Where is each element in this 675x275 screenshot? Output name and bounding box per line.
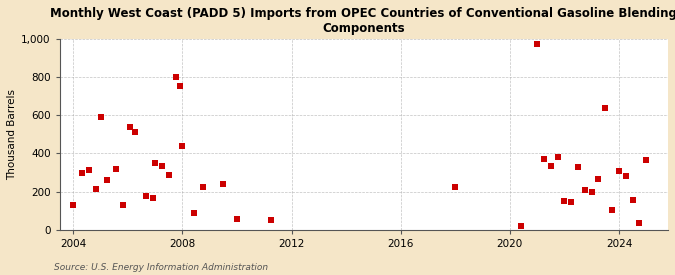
Point <box>111 166 122 171</box>
Point <box>266 218 277 222</box>
Point <box>614 168 624 173</box>
Point <box>572 164 583 169</box>
Point <box>545 164 556 168</box>
Point <box>566 200 576 204</box>
Point <box>587 189 597 194</box>
Point <box>627 198 638 202</box>
Point <box>450 185 460 189</box>
Point <box>218 182 229 186</box>
Point <box>84 167 95 172</box>
Point <box>600 105 611 110</box>
Point <box>559 199 570 203</box>
Point <box>77 170 88 175</box>
Point <box>163 173 174 178</box>
Point <box>593 177 604 182</box>
Point <box>634 221 645 225</box>
Y-axis label: Thousand Barrels: Thousand Barrels <box>7 89 17 180</box>
Point <box>579 188 590 192</box>
Point <box>90 186 101 191</box>
Point <box>125 125 136 129</box>
Point <box>620 174 631 178</box>
Point <box>148 196 159 200</box>
Point <box>641 158 651 162</box>
Title: Monthly West Coast (PADD 5) Imports from OPEC Countries of Conventional Gasoline: Monthly West Coast (PADD 5) Imports from… <box>51 7 675 35</box>
Point <box>198 185 209 189</box>
Point <box>532 42 543 46</box>
Point <box>552 155 563 160</box>
Point <box>170 75 181 79</box>
Point <box>150 161 161 165</box>
Point <box>157 164 167 168</box>
Point <box>516 224 526 228</box>
Text: Source: U.S. Energy Information Administration: Source: U.S. Energy Information Administ… <box>54 263 268 272</box>
Point <box>102 178 113 182</box>
Point <box>177 144 188 148</box>
Point <box>188 210 199 215</box>
Point <box>140 194 151 199</box>
Point <box>232 217 242 221</box>
Point <box>95 115 106 119</box>
Point <box>118 203 129 207</box>
Point <box>175 83 186 88</box>
Point <box>539 157 549 161</box>
Point <box>68 203 79 207</box>
Point <box>607 208 618 212</box>
Point <box>130 130 140 135</box>
